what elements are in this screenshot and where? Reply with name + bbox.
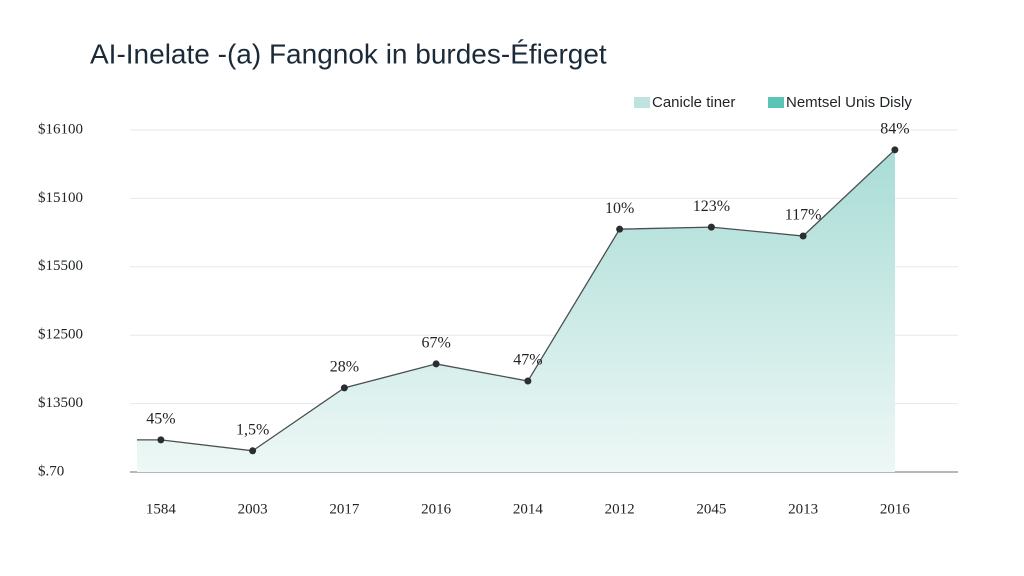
x-tick-label: 2016 [880,501,911,517]
x-tick-label: 2045 [696,501,726,517]
point [432,360,440,368]
point [707,223,715,231]
point [340,384,348,392]
legend-swatch [768,97,784,108]
x-tick-label: 2016 [421,501,452,517]
point [799,232,807,240]
y-tick-label: $13500 [38,395,83,411]
point-label: 117% [785,207,822,224]
legend-label: Nemtsel Unis Disly [786,94,912,111]
y-tick-label: $15100 [38,190,83,206]
point [891,146,899,154]
y-tick-label: $15500 [38,258,83,274]
point [524,377,532,385]
point-label: 123% [693,198,730,215]
y-tick-label: $16100 [38,121,83,137]
x-tick-label: 2003 [238,501,268,517]
point-label: 10% [605,200,634,217]
legend-swatch [634,97,650,108]
point [249,447,257,455]
x-tick-label: 2012 [605,501,635,517]
x-tick-label: 2017 [329,501,360,517]
y-tick-label: $12500 [38,327,83,343]
point-label: 45% [146,411,175,428]
area [137,149,895,472]
x-tick-label: 1584 [146,501,177,517]
point-label: 47% [513,352,542,369]
line [137,149,896,452]
point-label: 28% [330,359,359,376]
x-tick-label: 2014 [513,501,544,517]
point-label: 84% [880,121,909,138]
point [157,436,165,444]
chart-title: AI-Inelate -(a) Fangnok in burdes-Éfierg… [90,38,607,69]
x-tick-label: 2013 [788,501,818,517]
point [616,225,624,233]
legend-label: Canicle tiner [652,94,735,111]
y-tick-label: $.70 [38,463,64,479]
point-label: 1,5% [236,421,269,438]
point-label: 67% [421,335,450,352]
